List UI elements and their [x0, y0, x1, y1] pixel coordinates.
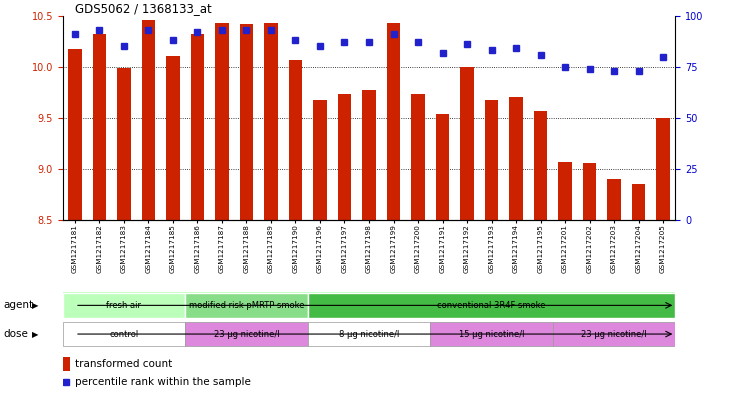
Text: percentile rank within the sample: percentile rank within the sample	[75, 377, 250, 387]
Bar	[435, 114, 449, 220]
Bar	[411, 94, 425, 220]
Bar	[63, 321, 185, 347]
Bar	[185, 321, 308, 347]
Text: GDS5062 / 1368133_at: GDS5062 / 1368133_at	[75, 2, 212, 15]
Bar	[308, 293, 675, 318]
Bar	[240, 24, 253, 220]
Bar	[387, 23, 400, 220]
Bar	[553, 321, 675, 347]
Text: control: control	[109, 330, 139, 338]
Bar	[534, 111, 548, 220]
Text: ▶: ▶	[32, 330, 38, 338]
Bar	[166, 55, 180, 220]
Bar	[583, 163, 596, 220]
Bar	[558, 162, 572, 220]
Bar	[485, 99, 498, 220]
Bar	[185, 293, 308, 318]
Bar	[338, 94, 351, 220]
Bar	[308, 321, 430, 347]
Text: fresh air: fresh air	[106, 301, 142, 310]
Bar	[63, 293, 185, 318]
Text: transformed count: transformed count	[75, 358, 172, 369]
Bar	[264, 23, 277, 220]
Text: 23 μg nicotine/l: 23 μg nicotine/l	[582, 330, 646, 338]
Bar	[215, 23, 229, 220]
Bar	[607, 179, 621, 220]
Bar	[117, 68, 131, 220]
Bar	[509, 97, 523, 220]
Text: 15 μg nicotine/l: 15 μg nicotine/l	[459, 330, 524, 338]
Text: ▶: ▶	[32, 301, 38, 310]
Bar	[68, 50, 82, 220]
Text: agent: agent	[4, 300, 34, 310]
Text: modified risk pMRTP smoke: modified risk pMRTP smoke	[189, 301, 304, 310]
Text: 23 μg nicotine/l: 23 μg nicotine/l	[214, 330, 279, 338]
Text: dose: dose	[4, 329, 29, 339]
Bar	[461, 67, 474, 220]
Text: conventional 3R4F smoke: conventional 3R4F smoke	[437, 301, 546, 310]
Text: 8 μg nicotine/l: 8 μg nicotine/l	[339, 330, 399, 338]
Bar	[63, 356, 70, 371]
Bar	[632, 184, 645, 220]
Bar	[190, 34, 204, 220]
Bar	[362, 90, 376, 220]
Bar	[656, 118, 670, 220]
Bar	[430, 321, 553, 347]
Bar	[93, 34, 106, 220]
Bar	[313, 99, 327, 220]
Bar	[142, 20, 155, 220]
Bar	[289, 60, 303, 220]
